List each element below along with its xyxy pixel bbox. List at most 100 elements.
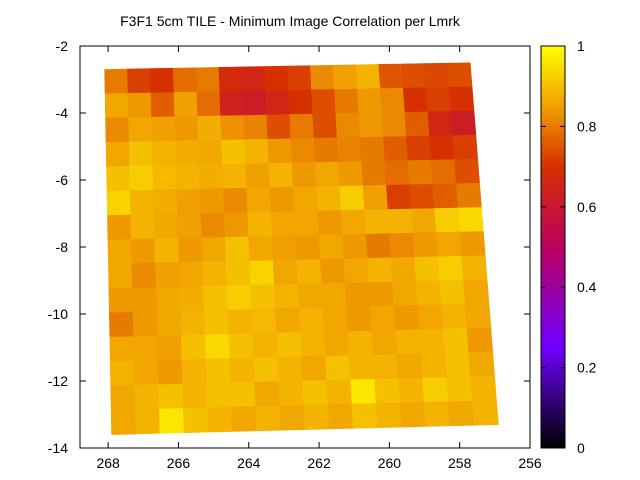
heatmap-tile xyxy=(420,353,447,379)
heatmap-tile xyxy=(446,376,473,403)
heatmap-tile xyxy=(299,331,326,358)
heatmap-tile xyxy=(106,165,131,192)
heatmap-tile xyxy=(364,209,390,235)
heatmap-tile xyxy=(246,187,272,213)
heatmap-tile xyxy=(253,357,280,383)
heatmap-tile xyxy=(314,161,341,188)
heatmap-tile xyxy=(383,136,409,162)
heatmap-tile xyxy=(362,184,389,211)
heatmap-tile xyxy=(339,185,365,211)
heatmap-tile xyxy=(242,90,268,116)
y-tick-label: -10 xyxy=(48,306,68,322)
heatmap-tile xyxy=(412,232,439,258)
heatmap-tile xyxy=(251,308,277,335)
heatmap-tile xyxy=(264,65,289,92)
heatmap-tile xyxy=(221,139,247,165)
colorbar-tick-label: 0.8 xyxy=(577,118,597,134)
heatmap-tile xyxy=(298,307,325,333)
heatmap-tile xyxy=(275,308,301,334)
heatmap-tile xyxy=(343,258,370,284)
heatmap-tile xyxy=(109,360,136,387)
heatmap-tile xyxy=(128,141,154,167)
heatmap-tile xyxy=(347,330,374,357)
heatmap-tile xyxy=(415,280,442,306)
heatmap-tile xyxy=(384,160,411,186)
x-tick-label: 264 xyxy=(237,455,261,471)
heatmap-tile xyxy=(346,306,373,332)
heatmap-tile xyxy=(134,384,160,410)
heatmap-tile xyxy=(336,137,363,163)
heatmap-tile xyxy=(273,283,300,310)
heatmap-tile xyxy=(297,283,324,309)
heatmap-tile xyxy=(470,375,497,402)
heatmap-tile xyxy=(427,111,454,137)
heatmap-tile xyxy=(303,404,330,430)
heatmap-tile xyxy=(321,282,347,309)
heatmap-tile xyxy=(302,380,329,406)
chart-title: F3F1 5cm TILE - Minimum Image Correlatio… xyxy=(120,13,461,29)
heatmap-tile xyxy=(227,309,254,335)
heatmap-tile xyxy=(316,185,342,212)
heatmap-tile xyxy=(179,286,205,312)
heatmap-tile xyxy=(270,211,296,237)
heatmap-tile xyxy=(157,335,183,361)
heatmap-tile xyxy=(312,113,338,139)
heatmap-tile xyxy=(110,384,136,411)
heatmap-tile xyxy=(289,113,315,140)
heatmap-tile xyxy=(133,335,159,362)
heatmap-tile xyxy=(468,351,495,378)
heatmap-tile xyxy=(466,327,494,354)
heatmap-tile xyxy=(422,377,449,403)
heatmap-tile xyxy=(229,357,256,384)
heatmap-tile xyxy=(393,305,420,331)
heatmap-tile xyxy=(219,90,245,117)
heatmap-tile xyxy=(203,285,229,311)
colorbar xyxy=(540,45,566,449)
heatmap-tile xyxy=(130,214,156,240)
heatmap-tile xyxy=(106,190,132,216)
heatmap-tile xyxy=(317,210,343,236)
heatmap-tile xyxy=(455,182,482,209)
heatmap-tile xyxy=(207,406,233,433)
heatmap-tile xyxy=(173,91,199,118)
heatmap-tile xyxy=(437,255,464,282)
colorbar-tick-label: 0.6 xyxy=(577,199,597,215)
heatmap-tile xyxy=(340,209,367,236)
heatmap-tile xyxy=(402,87,429,113)
heatmap-tile xyxy=(110,409,137,435)
heatmap-tile xyxy=(452,134,479,161)
heatmap-tile xyxy=(398,377,425,404)
heatmap-tile xyxy=(255,405,282,432)
heatmap-tile xyxy=(313,137,339,163)
x-tick-label: 260 xyxy=(378,455,402,471)
heatmap-tile xyxy=(206,382,232,409)
heatmap-tile xyxy=(198,164,224,190)
heatmap-tile xyxy=(447,62,473,88)
heatmap-tile xyxy=(287,65,312,91)
heatmap-tile xyxy=(441,304,468,330)
heatmap-tile xyxy=(182,383,208,409)
heatmap-tile xyxy=(177,237,203,263)
heatmap-tile xyxy=(175,164,201,191)
heatmap-tile xyxy=(425,86,452,113)
heatmap-tile xyxy=(358,112,384,138)
heatmap-tile xyxy=(271,235,298,261)
heatmap-tile xyxy=(374,378,401,404)
heatmap-tile xyxy=(155,262,181,288)
x-tick-label: 268 xyxy=(96,455,120,471)
heatmap-tile xyxy=(395,329,422,355)
heatmap-tile xyxy=(174,116,199,142)
heatmap-tile xyxy=(278,380,305,407)
heatmap-tile xyxy=(386,184,412,210)
heatmap-tile xyxy=(158,408,185,434)
heatmap-tile xyxy=(177,213,203,239)
heatmap-tile xyxy=(267,138,293,164)
heatmap-tile xyxy=(419,328,446,355)
heatmap-tile xyxy=(196,91,222,117)
heatmap-tile xyxy=(223,212,250,238)
heatmap-tile xyxy=(359,136,386,162)
heatmap-tile xyxy=(203,309,230,336)
heatmap-tile xyxy=(369,305,396,332)
colorbar-ticks: 0 0.2 0.4 0.6 0.8 1 xyxy=(541,38,597,456)
heatmap-tile xyxy=(248,235,274,262)
